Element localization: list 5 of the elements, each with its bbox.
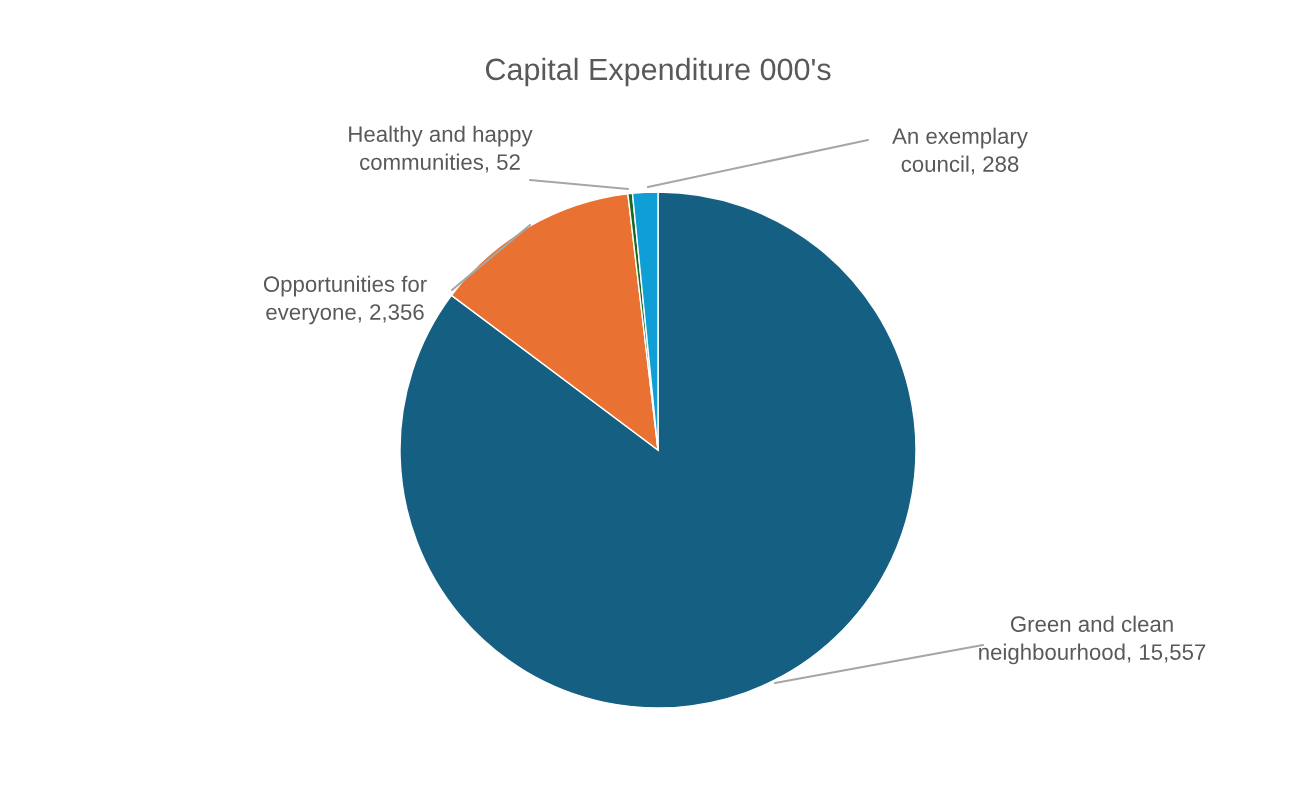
chart-title: Capital Expenditure 000's [485,57,831,87]
slice-label: Green and clean neighbourhood, 15,557 [979,615,1206,665]
slice-label: Healthy and happy communities, 52 [349,125,533,173]
slice-label: An exemplary council, 288 [892,127,1028,175]
slice-label: Opportunities for everyone, 2,356 [263,275,427,325]
